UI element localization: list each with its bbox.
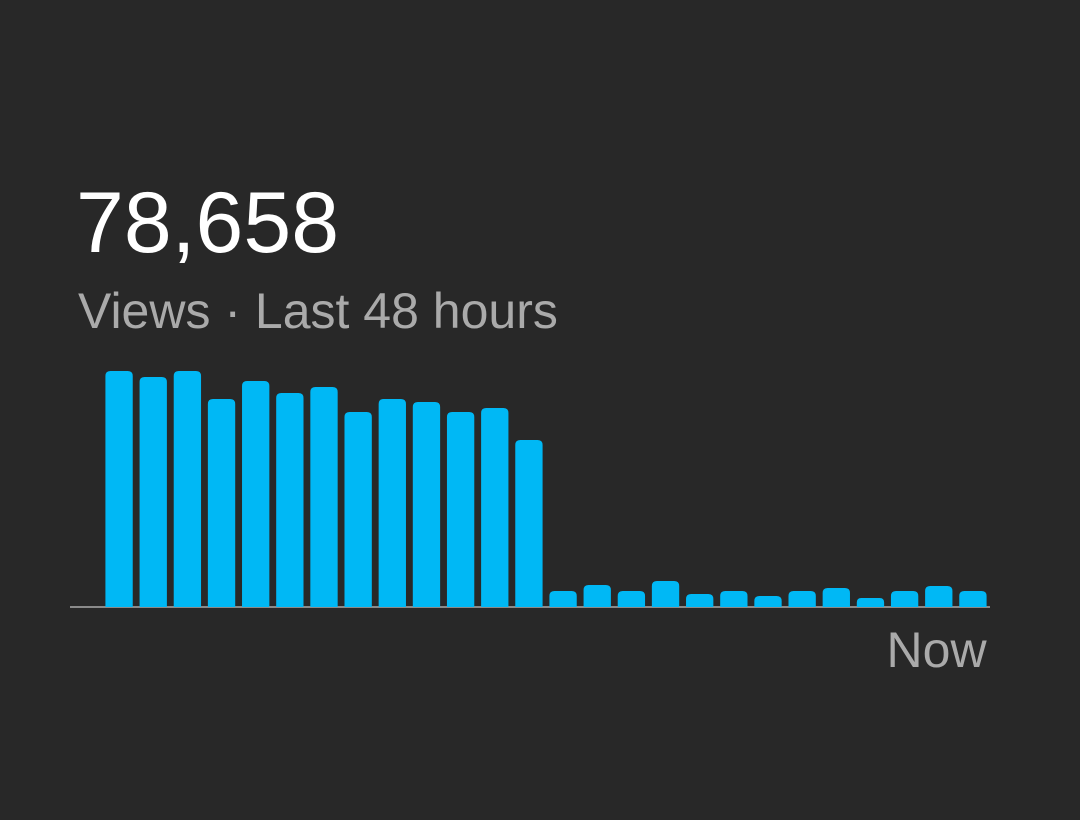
bar <box>788 591 816 607</box>
bar <box>310 387 338 607</box>
bar <box>276 393 304 607</box>
view-count: 78,658 <box>76 175 339 271</box>
bar <box>686 594 714 607</box>
bar <box>446 412 475 607</box>
bar <box>515 440 543 607</box>
bar <box>890 591 919 607</box>
bar <box>412 402 441 607</box>
bar <box>173 371 202 607</box>
bar <box>242 381 270 607</box>
bar <box>549 591 577 607</box>
bar <box>139 377 167 607</box>
bar <box>925 586 953 607</box>
bar <box>720 591 748 607</box>
subtitle: Views · Last 48 hours <box>78 283 558 339</box>
bar <box>617 591 646 607</box>
bar <box>822 588 850 607</box>
bar <box>481 408 509 607</box>
bar <box>105 371 133 607</box>
bar <box>207 399 236 607</box>
bar <box>378 399 406 607</box>
bar <box>959 591 987 607</box>
x-tick-label: Now <box>887 622 988 678</box>
bar <box>583 585 611 607</box>
bar <box>754 596 782 607</box>
bar <box>856 598 885 607</box>
bar <box>344 412 372 607</box>
bar <box>651 581 680 607</box>
